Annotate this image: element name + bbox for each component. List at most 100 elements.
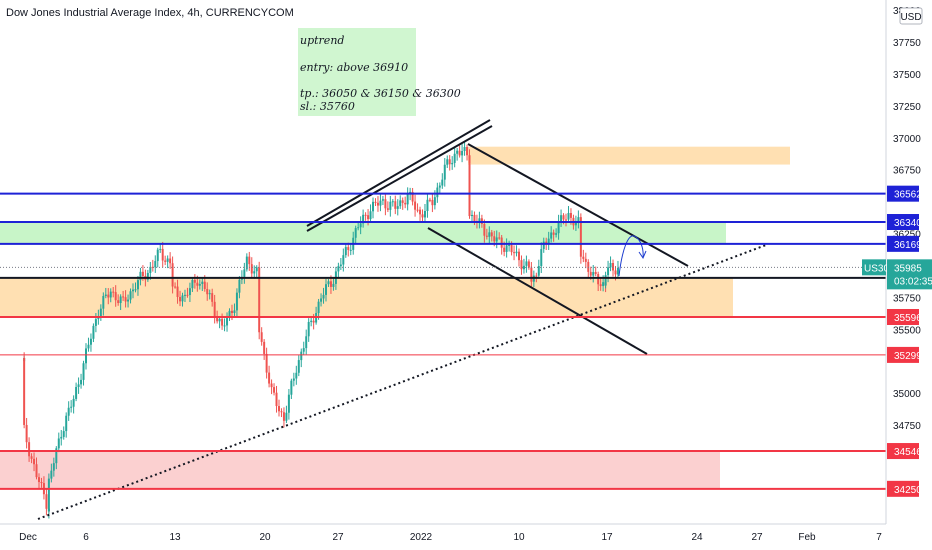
time-tick-label: 17 [601,532,613,543]
candle-body [161,248,164,261]
candle-body [166,258,169,262]
candle-body [510,245,513,253]
rising-channel-line [306,119,491,227]
candle-body [466,146,469,156]
candle-body [354,228,357,238]
candle-body [62,431,65,437]
time-tick-label: 13 [169,532,181,543]
candle-body [540,249,543,267]
time-tick-label: 27 [751,532,763,543]
candle-body [80,379,83,385]
candle-body [297,360,300,373]
resistance-zone [0,222,726,244]
candle-body [493,236,496,242]
candle-body [325,284,328,295]
currency-badge[interactable]: USD [900,12,921,23]
candle-body [359,223,362,228]
candle-body [127,299,130,302]
candle-body [139,271,142,281]
candle-body [290,380,293,395]
candle-body [198,283,201,286]
candle-body [317,301,320,314]
candle-body [612,263,615,271]
candle-body [57,438,60,449]
candle-body [154,261,157,268]
candle-body [584,258,587,262]
candle-body [40,482,43,484]
candle-body [132,289,135,292]
time-tick-label: Feb [798,532,816,543]
candle-body [428,199,431,201]
candle-body [250,264,253,274]
candle-body [193,279,196,283]
annotation-box[interactable]: uptrend entry: above 36910 tp.: 36050 & … [298,28,461,116]
candle-body [23,357,26,425]
red-level-label-box [887,308,919,325]
candle-body [535,275,538,277]
candle-body [67,407,70,416]
time-tick-label: 20 [259,532,271,543]
candle-body [552,232,555,235]
price-level-labels: 3656236340361693590235596352993454634250… [862,185,932,497]
time-tick-label: 7 [876,532,882,543]
candle-body [470,214,473,217]
candle-body [102,296,105,309]
red-level-label-box [887,443,919,460]
candle-body [307,321,310,337]
price-tick-label: 35500 [893,325,921,336]
current-price-box [887,259,932,290]
annotation-line-2: entry: above 36910 [300,61,408,74]
candle-body [426,199,429,211]
candle-body [295,372,298,379]
candle-body [411,191,414,202]
candle-body [550,232,553,239]
candle-body [99,308,102,317]
candle-body [364,214,367,216]
candle-body [389,201,392,210]
candle-body [258,275,261,333]
candle-body [503,247,506,252]
candle-body [394,201,397,209]
candle-body [327,281,330,285]
price-axis[interactable]: 3800037750375003725037000367503625035750… [862,0,932,524]
candle-body [441,179,444,186]
candle-body [77,384,80,388]
time-tick-labels: Dec 6 13 20 27 2022 10 17 24 27 Feb 7 [19,532,882,543]
candle-body [211,293,214,302]
candle-body [577,217,580,223]
candle-body [248,256,251,265]
price-tick-label: 36750 [893,166,921,177]
candle-body [337,266,340,272]
candle-body [273,387,276,393]
candle-body [589,271,592,276]
candle-body [436,187,439,198]
symbol-badge: US30 [864,263,889,274]
time-axis[interactable]: Dec 6 13 20 27 2022 10 17 24 27 Feb 7 [0,523,932,550]
candle-body [112,291,115,293]
rising-channel-line [306,125,493,232]
candle-body [547,238,550,245]
projection-arrowhead [638,250,647,260]
candle-body [555,233,558,235]
candle-body [223,325,226,327]
candle-body [483,223,486,236]
candle-body [191,279,194,289]
candle-body [124,297,127,302]
candles-layer [23,141,619,519]
candle-body [82,363,85,380]
candle-body [522,265,525,270]
candle-body [560,215,563,222]
falling-channel-upper [467,143,689,267]
candle-body [228,310,231,318]
candle-body [151,266,154,268]
red-level-label-box [887,480,919,497]
candle-body [87,344,90,349]
candle-body [376,202,379,206]
candle-body [498,237,501,239]
blue-level-label-box [887,214,919,231]
candle-body [515,251,518,254]
candle-body [500,237,503,248]
candle-body [513,252,516,254]
candle-body [384,199,387,209]
candle-body [268,372,271,384]
